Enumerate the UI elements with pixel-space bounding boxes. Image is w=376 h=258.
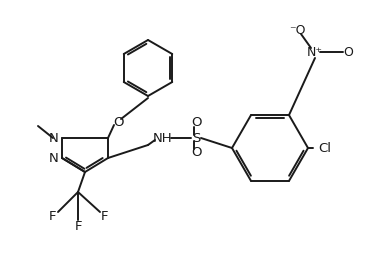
Text: O: O <box>113 116 123 128</box>
Text: F: F <box>49 209 57 222</box>
Text: N: N <box>49 132 59 144</box>
Text: ⁻O: ⁻O <box>289 23 305 36</box>
Text: O: O <box>191 147 201 159</box>
Text: F: F <box>101 209 109 222</box>
Text: S: S <box>192 132 200 144</box>
Text: NH: NH <box>153 132 173 144</box>
Text: N⁺: N⁺ <box>307 45 323 59</box>
Text: F: F <box>74 220 82 232</box>
Text: N: N <box>49 151 59 165</box>
Text: Cl: Cl <box>318 141 331 155</box>
Text: O: O <box>191 117 201 130</box>
Text: O: O <box>343 45 353 59</box>
